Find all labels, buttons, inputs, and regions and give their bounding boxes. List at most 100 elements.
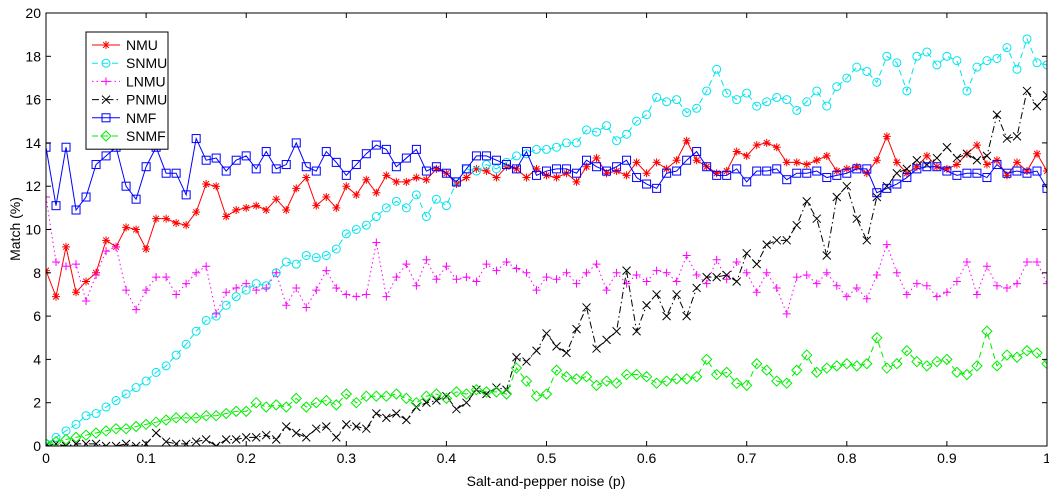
data-point — [140, 418, 152, 431]
data-point — [92, 270, 101, 279]
data-point — [1043, 279, 1047, 288]
x-tick-label: 0 — [42, 450, 50, 466]
series-line-snmf — [46, 329, 1047, 445]
data-point — [401, 153, 411, 163]
data-point — [892, 158, 901, 167]
data-point — [342, 290, 351, 299]
data-point — [171, 168, 181, 178]
data-point — [452, 275, 461, 284]
series-pnmu — [46, 86, 1047, 446]
data-point — [351, 422, 361, 431]
data-point — [692, 270, 701, 279]
data-point — [922, 47, 932, 57]
data-point — [1032, 257, 1041, 266]
data-point — [962, 149, 972, 159]
data-point — [602, 335, 611, 345]
data-point — [610, 377, 623, 389]
data-point — [690, 371, 703, 383]
data-point — [241, 432, 251, 442]
data-point — [812, 279, 821, 288]
data-point — [131, 383, 141, 393]
y-tick-label: 10 — [25, 222, 41, 238]
data-point — [592, 260, 601, 269]
data-point — [792, 158, 801, 167]
data-point — [1012, 166, 1022, 176]
data-point — [852, 62, 862, 72]
data-point — [512, 352, 521, 362]
data-point — [912, 279, 921, 288]
data-point — [632, 173, 642, 183]
x-tick-label: 0.4 — [437, 450, 457, 466]
data-point — [382, 171, 391, 180]
data-point — [742, 151, 751, 160]
data-point — [752, 101, 762, 111]
data-point — [772, 143, 781, 152]
data-point — [762, 138, 771, 147]
data-point — [162, 214, 171, 223]
data-point — [222, 288, 231, 297]
data-point — [312, 286, 321, 295]
data-point — [531, 144, 541, 154]
data-point — [52, 257, 61, 266]
data-point — [730, 377, 743, 389]
data-point — [912, 162, 921, 171]
data-point — [772, 92, 782, 102]
data-point — [390, 388, 403, 400]
data-point — [862, 294, 871, 303]
data-point — [570, 373, 583, 385]
data-point — [192, 268, 201, 277]
data-point — [352, 190, 361, 199]
data-point — [942, 288, 951, 297]
data-point — [331, 244, 341, 254]
data-point — [582, 268, 591, 277]
data-point — [802, 160, 811, 169]
data-point — [361, 149, 371, 159]
data-point — [952, 277, 961, 286]
data-point — [52, 292, 61, 301]
data-point — [312, 201, 321, 210]
data-point — [240, 405, 252, 418]
data-point — [682, 155, 692, 165]
data-point — [792, 273, 801, 282]
data-point — [502, 257, 511, 266]
data-point — [782, 309, 791, 318]
data-point — [712, 272, 722, 282]
data-point — [682, 251, 691, 260]
data-point — [992, 53, 1002, 63]
data-point — [1041, 358, 1047, 370]
x-axis-label: Salt-and-pepper noise (p) — [467, 473, 626, 489]
data-point — [330, 399, 342, 411]
data-point — [751, 358, 763, 370]
data-point — [46, 439, 51, 446]
data-point — [652, 290, 661, 299]
data-point — [71, 205, 81, 215]
data-point — [622, 129, 632, 139]
data-point — [652, 183, 662, 193]
data-point — [682, 108, 692, 118]
data-point — [370, 390, 383, 402]
data-point — [931, 355, 943, 368]
y-tick-label: 12 — [25, 178, 41, 194]
data-point — [231, 155, 241, 165]
data-point — [1021, 345, 1033, 357]
legend: NMU SNMU LNMU PNMU NMF SNMF — [85, 31, 169, 150]
data-point — [942, 51, 952, 61]
data-point — [802, 168, 812, 178]
data-point — [161, 361, 171, 371]
data-point — [491, 155, 501, 165]
data-point — [452, 180, 461, 189]
data-point — [982, 151, 992, 161]
data-point — [180, 412, 192, 424]
data-point — [450, 386, 463, 398]
data-point — [201, 155, 211, 165]
data-point — [602, 169, 611, 178]
data-point — [852, 214, 862, 224]
data-point — [602, 286, 611, 295]
data-point — [922, 151, 931, 160]
data-point — [281, 160, 291, 170]
data-point — [351, 225, 361, 234]
data-point — [172, 290, 181, 299]
data-point — [421, 166, 431, 176]
x-tick-label: 0.3 — [337, 450, 357, 466]
series-lnmu — [46, 193, 1047, 318]
